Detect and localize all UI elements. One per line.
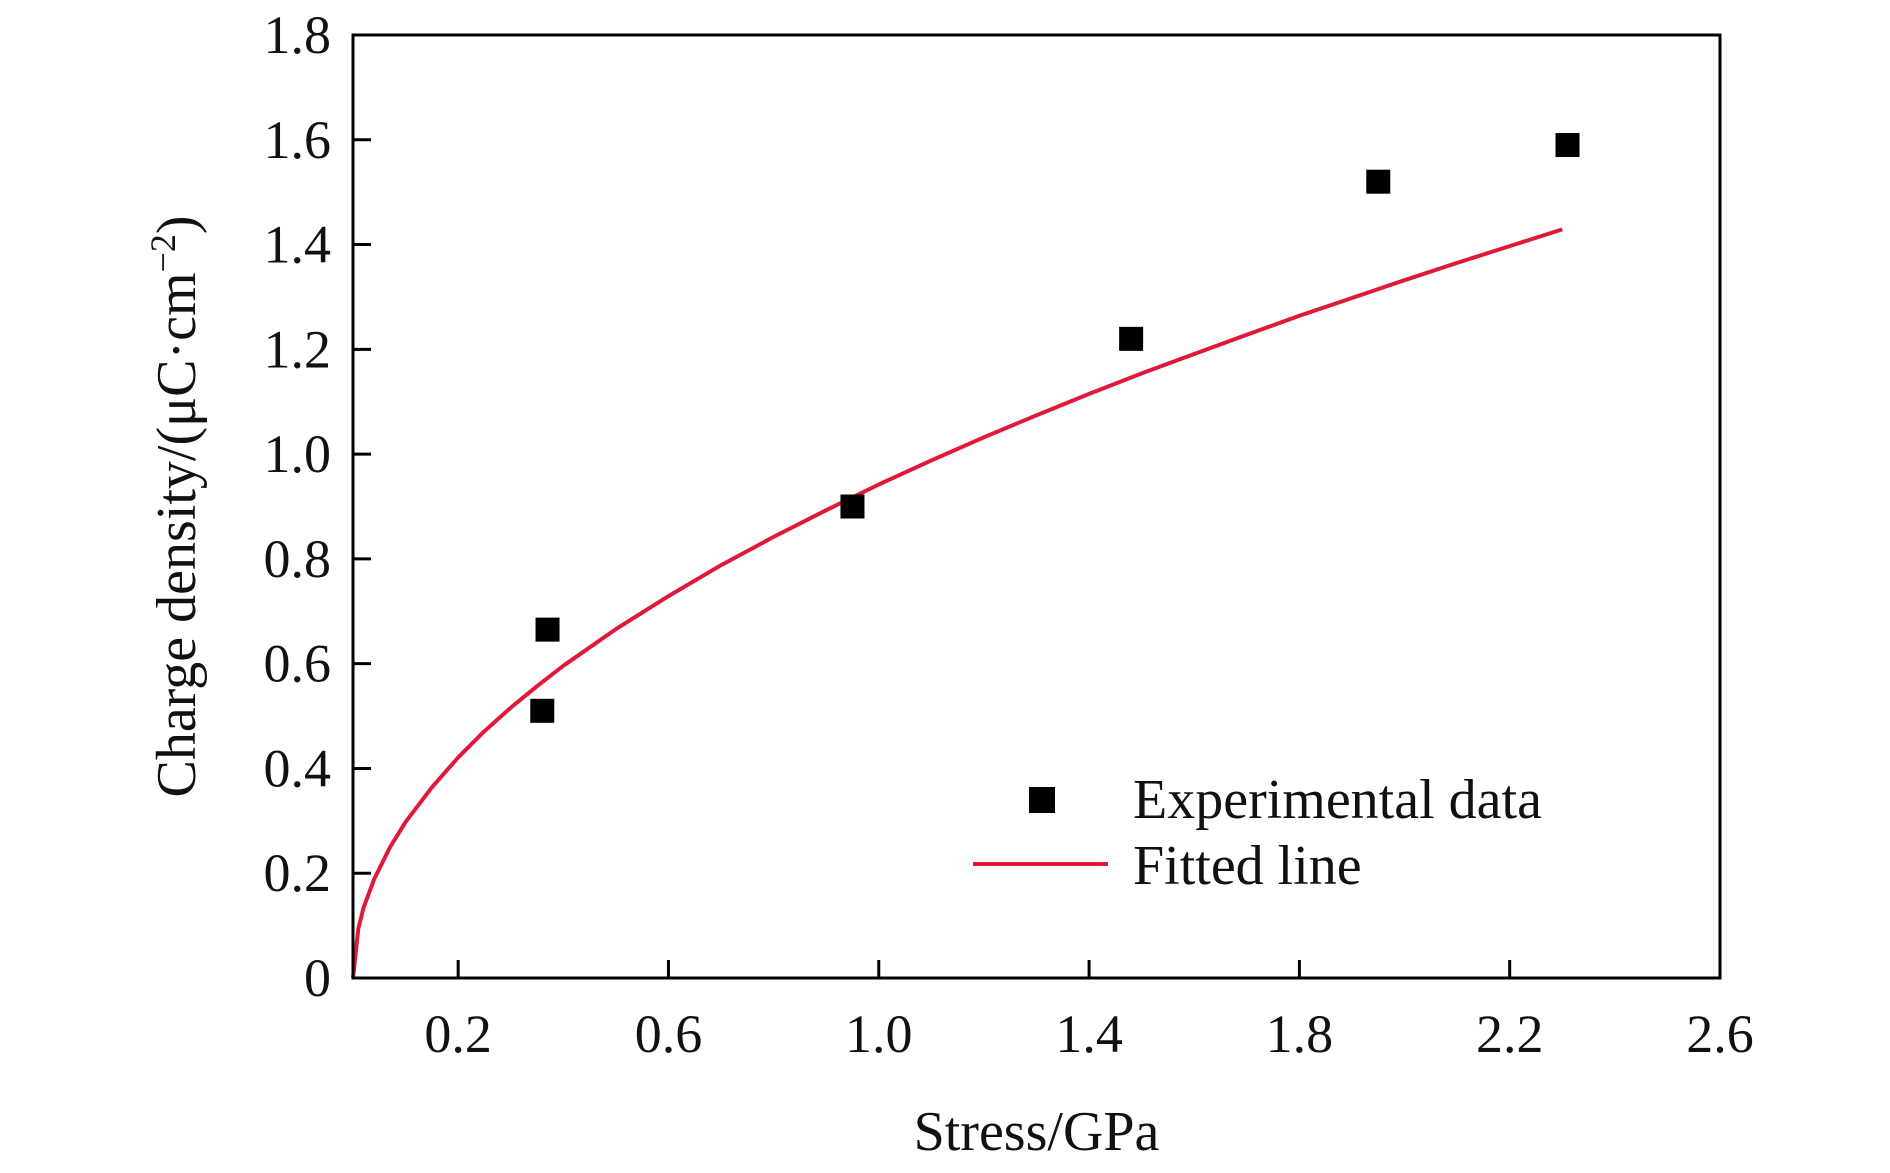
y-axis-title-close: )	[146, 215, 208, 234]
x-tick-label: 2.6	[1686, 1004, 1754, 1064]
x-axis-title: Stress/GPa	[914, 1101, 1160, 1163]
series-layer	[351, 133, 1580, 979]
legend-label-experimental: Experimental data	[1133, 769, 1542, 831]
data-point	[1366, 169, 1391, 194]
y-tick-label: 1.4	[264, 215, 332, 275]
y-tick-label: 1.8	[264, 5, 332, 65]
legend-label-fitted: Fitted line	[1133, 835, 1362, 897]
x-tick-label: 2.2	[1476, 1004, 1544, 1064]
plot-frame	[351, 33, 1722, 980]
y-axis-title: Charge density/(μC·cm−2)	[143, 215, 208, 797]
ticks-layer: 0.2 0.6 1.0 1.4 1.8 2.2 2.6 0 0.2 0.4 0.6 0.8 1.0 1.2…	[264, 5, 1754, 1064]
x-tick-label: 0.6	[635, 1004, 703, 1064]
data-point	[1555, 133, 1580, 158]
data-point	[1119, 326, 1144, 351]
x-tick-label: 0.2	[424, 1004, 492, 1064]
y-tick-label: 0.8	[264, 529, 332, 589]
data-point	[840, 494, 865, 519]
x-tick-label: 1.8	[1266, 1004, 1334, 1064]
x-tick-label: 1.4	[1055, 1004, 1123, 1064]
y-tick-label: 1.6	[264, 110, 332, 170]
y-axis-title-superscript: −2	[143, 234, 183, 272]
y-tick-label: 1.2	[264, 319, 332, 379]
y-tick-label: 0.6	[264, 634, 332, 694]
fitted-line	[351, 227, 1563, 979]
y-tick-label: 0	[304, 948, 331, 1008]
y-tick-label: 1.0	[264, 424, 332, 484]
legend-marker-experimental	[1029, 787, 1055, 813]
y-tick-label: 0.2	[264, 843, 332, 903]
data-point	[530, 698, 555, 723]
legend: Experimental data Fitted line	[973, 769, 1542, 897]
y-tick-label: 0.4	[264, 738, 332, 798]
data-point	[535, 617, 560, 642]
x-tick-label: 1.0	[845, 1004, 913, 1064]
y-axis-title-main: Charge density/(μC·cm	[146, 272, 208, 797]
